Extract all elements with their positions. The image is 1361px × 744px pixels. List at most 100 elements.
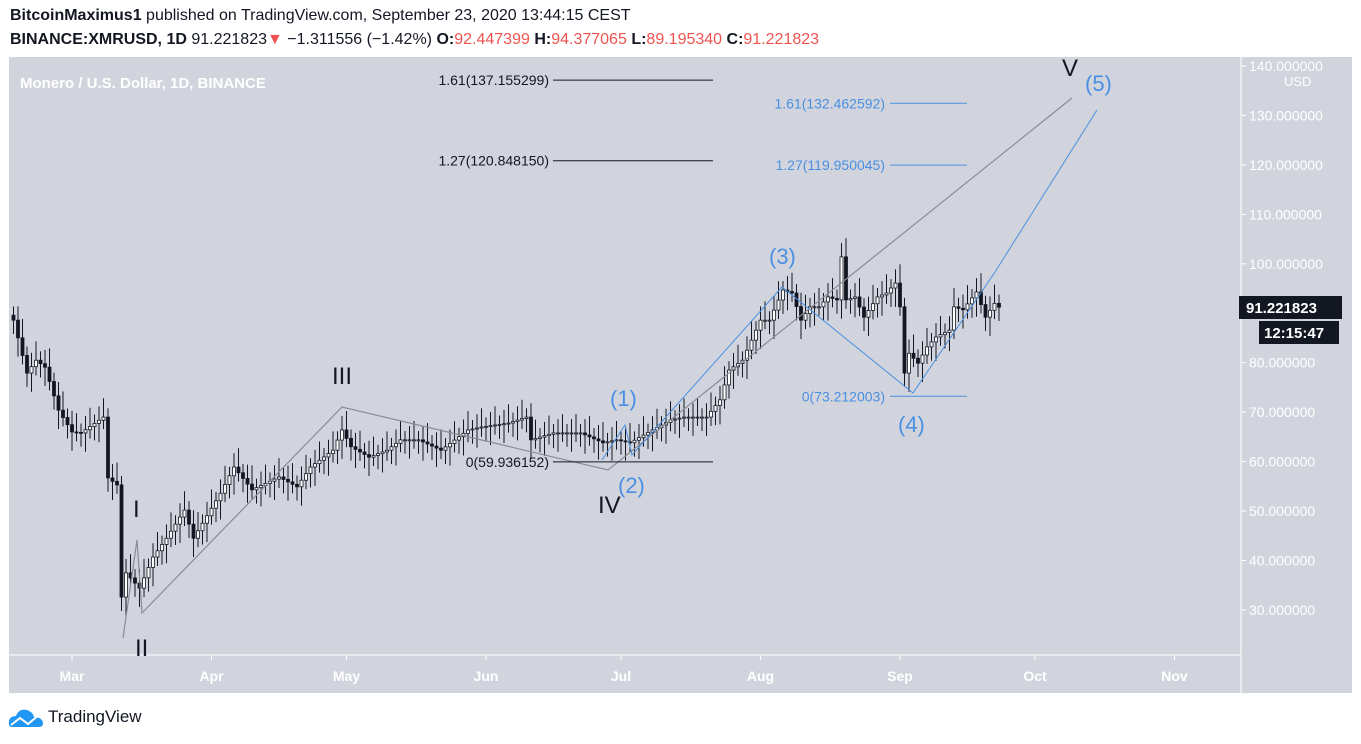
candle-down [790, 291, 794, 294]
candle-up [677, 417, 682, 420]
x-axis[interactable]: Mar Apr May Jun Jul Aug Sep Oct Nov [60, 655, 1188, 684]
candle-down [79, 432, 83, 434]
candle-up [259, 485, 263, 489]
candle-up [331, 449, 335, 454]
candle-up [853, 296, 857, 299]
fib-level-label: 1.27(120.848150) [438, 153, 549, 169]
candle-down [245, 478, 250, 485]
candle-down [601, 440, 605, 444]
author[interactable]: BitcoinMaximus1 [10, 7, 142, 24]
candle-up [335, 439, 340, 451]
candle-up [974, 291, 979, 299]
fib-extensions: 1.61(137.155299) 1.27(120.848150) 0(59.936… [438, 72, 967, 470]
candle-up [632, 439, 637, 444]
candle-up [943, 331, 947, 336]
candle-down [911, 352, 916, 359]
candle-up [718, 399, 722, 406]
candle-up [182, 509, 187, 518]
minor-wave-labels: (1) (2) (3) (4) (5) [610, 71, 1112, 498]
candle-up [173, 523, 178, 532]
candle-up [947, 329, 952, 333]
candle-up [466, 429, 470, 434]
candle-up [754, 329, 758, 341]
candle-down [133, 577, 137, 584]
candle-up [371, 455, 376, 458]
wave-label-III: III [332, 363, 352, 390]
candle-up [515, 419, 520, 422]
candle-up [848, 298, 853, 301]
candle-up [700, 416, 704, 419]
candle-up [556, 432, 560, 435]
last-price-tag [1239, 296, 1342, 319]
candle-up [196, 530, 200, 539]
x-tick-label: May [333, 668, 360, 684]
fib-level-label: 1.27(119.950045) [776, 157, 886, 173]
primary-wave-labels: I II III IV V [133, 55, 1078, 662]
x-tick-label: Mar [60, 668, 85, 684]
candle-up [493, 424, 497, 427]
candle-up [578, 432, 583, 435]
minor-wave-line [601, 109, 1098, 461]
low-label: L: [631, 31, 647, 48]
candle-down [290, 481, 295, 485]
open-value: 92.447399 [454, 31, 530, 48]
price-change: −1.311556 (−1.42%) [287, 31, 432, 48]
candle-up [385, 449, 389, 453]
candle-up [376, 453, 380, 456]
y-tick-label: 100.000000 [1249, 256, 1323, 272]
candle-up [880, 294, 884, 298]
candle-down [191, 523, 196, 539]
y-tick-label: 60.000000 [1249, 454, 1315, 470]
candle-up [538, 436, 542, 439]
high-label: H: [534, 31, 552, 48]
candle-up [781, 289, 785, 301]
candle-down [898, 282, 902, 308]
candle-down [43, 363, 47, 368]
candle-up [992, 302, 997, 311]
candle-down [115, 480, 119, 486]
fib-level-label: 1.61(132.462592) [774, 95, 885, 111]
primary-wave-line [122, 97, 1073, 639]
candle-up [214, 500, 218, 509]
candle-up [772, 309, 776, 321]
close-label: C: [726, 31, 744, 48]
candle-up [817, 306, 821, 309]
x-tick-label: Oct [1023, 668, 1047, 684]
candle-up [511, 421, 515, 424]
candle-up [686, 416, 691, 419]
candle-up [403, 439, 407, 442]
candle-down [857, 296, 862, 308]
candle-up [569, 432, 574, 435]
candle-up [637, 437, 641, 441]
down-arrow-icon: ▼ [267, 31, 283, 48]
candle-up [412, 439, 416, 442]
candle-up [709, 410, 713, 418]
tradingview-logo[interactable]: TradingView [8, 706, 142, 728]
candle-down [619, 439, 623, 442]
candle-down [628, 441, 632, 444]
candle-up [218, 492, 223, 502]
candle-down [281, 476, 286, 480]
tradingview-cloud-icon [8, 709, 44, 727]
candle-down [961, 307, 965, 311]
last-price-tag-text: 91.221823 [1246, 300, 1317, 317]
candle-up [776, 299, 781, 311]
candle-up [380, 451, 385, 455]
candle-up [160, 544, 164, 552]
candle-up [533, 438, 538, 441]
candle-up [326, 453, 331, 458]
candle-down [241, 472, 245, 479]
candle-down [434, 445, 439, 449]
x-tick-label: Jun [474, 668, 499, 684]
candle-up [272, 478, 277, 482]
x-tick-label: Nov [1161, 668, 1188, 684]
candle-up [889, 287, 893, 294]
candle-down [286, 479, 290, 483]
candle-down [862, 306, 866, 318]
candle-up [929, 341, 934, 348]
y-axis[interactable]: 140.000000 130.000000 120.000000 110.000000… [1241, 58, 1323, 618]
candle-up [520, 418, 524, 421]
candle-up [871, 303, 875, 311]
candle-up [448, 443, 452, 448]
